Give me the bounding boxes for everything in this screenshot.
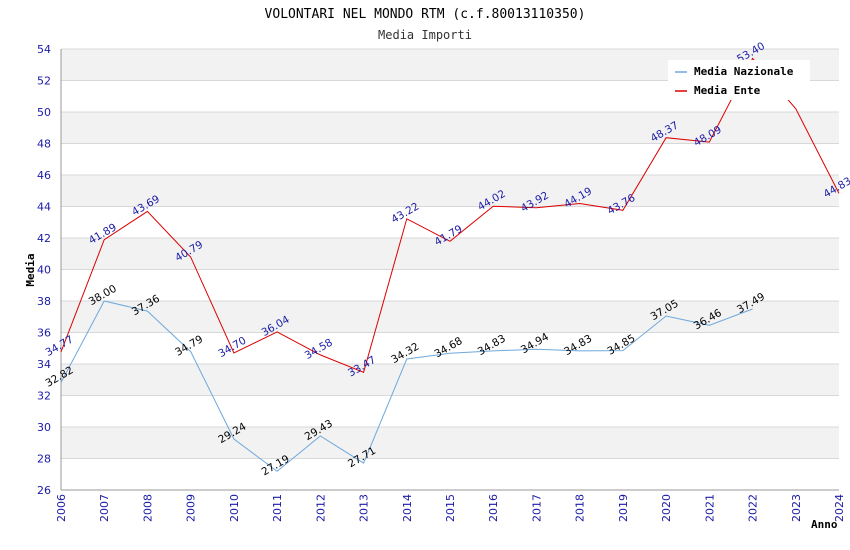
x-tick-label: 2020 [660,494,673,522]
y-tick-label: 44 [37,201,51,214]
legend: Media Nazionale Media Ente [668,60,810,100]
x-tick-label: 2023 [790,494,803,522]
plot-band [61,301,839,333]
y-tick-label: 46 [37,169,51,182]
x-tick-labels: 2006 2007 2008 2009 2010 2011 2012 2013 2014 2015… [55,494,846,522]
y-tick-label: 52 [37,75,51,88]
plot-band [61,112,839,144]
y-tick-label: 28 [37,453,51,466]
x-tick-label: 2021 [703,494,716,522]
plot-band [61,364,839,396]
y-tick-label: 32 [37,390,51,403]
axes [60,49,839,491]
x-tick-label: 2008 [141,494,154,522]
series-line-media-ente [60,57,840,373]
x-tick-label: 2014 [401,494,414,522]
y-tick-label: 42 [37,232,51,245]
series-lines [60,57,840,472]
chart-title: VOLONTARI NEL MONDO RTM (c.f.80013110350… [265,7,586,22]
plot-band [61,175,839,207]
x-tick-label: 2018 [574,494,587,522]
x-tick-label: 2006 [55,494,68,522]
plot-band [61,238,839,270]
x-tick-label: 2007 [98,494,111,522]
x-tick-label: 2010 [228,494,241,522]
x-tick-label: 2016 [487,494,500,522]
y-tick-label: 50 [37,106,51,119]
plot-band [61,143,839,175]
series-line-media-nazionale [60,300,753,472]
y-tick-label: 48 [37,138,51,151]
x-axis-label: Anno [811,518,838,531]
grid-lines [61,48,839,491]
plot-band [61,395,839,427]
legend-label-media-ente: Media Ente [694,84,761,97]
y-tick-label: 38 [37,295,51,308]
x-tick-label: 2012 [314,494,327,522]
plot-band [61,269,839,301]
y-tick-label: 26 [37,484,51,497]
x-tick-label: 2011 [271,494,284,522]
y-tick-label: 54 [37,43,51,56]
plot-band [61,332,839,364]
x-tick-label: 2009 [185,494,198,522]
y-axis-label: Media [24,253,37,286]
legend-label-media-nazionale: Media Nazionale [694,65,794,78]
x-tick-label: 2013 [358,494,371,522]
legend-box [668,60,810,100]
chart-subtitle: Media Importi [378,28,472,42]
x-tick-label: 2017 [530,494,543,522]
x-tick-label: 2022 [747,494,760,522]
x-tick-label: 2019 [617,494,630,522]
y-tick-labels: 26 28 30 32 34 36 38 40 42 44 46 48 50 52 54 [37,43,51,497]
plot-band [61,458,839,490]
y-tick-label: 34 [37,358,51,371]
y-tick-label: 36 [37,327,51,340]
plot-band [61,427,839,459]
y-tick-label: 40 [37,264,51,277]
x-tick-label: 2015 [444,494,457,522]
x-tick-label: 2024 [833,494,846,522]
plot-bands [61,49,839,490]
plot-band [61,206,839,238]
y-tick-label: 30 [37,421,51,434]
